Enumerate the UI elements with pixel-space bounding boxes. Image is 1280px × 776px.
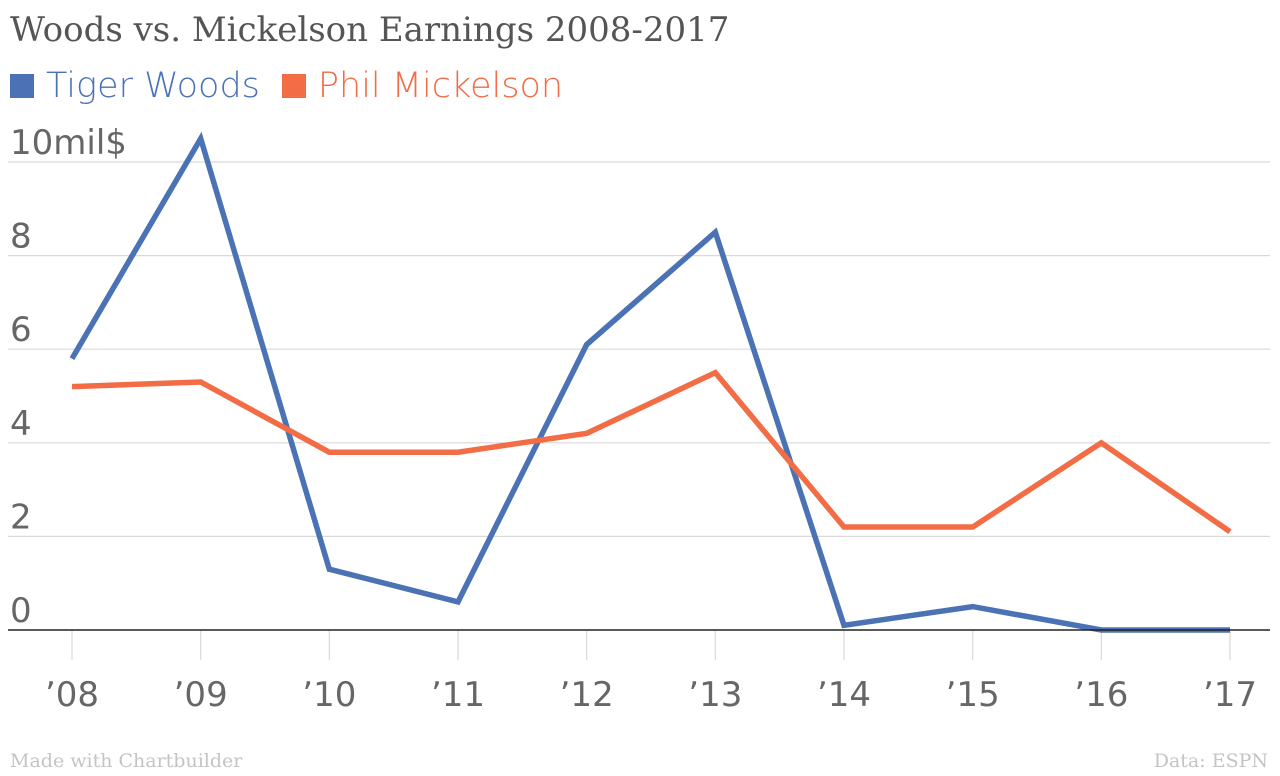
x-tick-label-3: ’11 [431, 675, 485, 715]
x-tick-label-6: ’14 [817, 675, 871, 715]
legend-item-phil-mickelson: Phil Mickelson [281, 66, 564, 106]
x-tick-label-0: ’08 [45, 675, 99, 715]
y-tick-label-10: 10mil$ [10, 123, 127, 163]
footer-source: Data: ESPN [1153, 750, 1268, 772]
series-line-tiger-woods [69, 131, 1230, 633]
x-tick-label-1: ’09 [174, 675, 228, 715]
legend-swatch-tiger-woods [10, 74, 34, 98]
legend-label-tiger-woods: Tiger Woods [46, 66, 260, 106]
x-tick-label-9: ’17 [1203, 675, 1257, 715]
x-tick-label-5: ’13 [688, 675, 742, 715]
legend-swatch-phil-mickelson [281, 74, 306, 98]
series-line-phil-mickelson [71, 369, 1232, 534]
x-tick-label-4: ’12 [560, 675, 614, 715]
x-tick-label-7: ’15 [946, 675, 1000, 715]
legend-label-phil-mickelson: Phil Mickelson [317, 66, 564, 106]
x-tick-label-2: ’10 [302, 675, 356, 715]
x-tick-label-8: ’16 [1074, 675, 1128, 715]
y-tick-label-4: 4 [10, 404, 32, 444]
footer-credit: Made with Chartbuilder [10, 750, 243, 772]
legend-item-tiger-woods: Tiger Woods [10, 66, 260, 106]
legend: Tiger Woods Phil Mickelson [10, 66, 585, 106]
y-tick-label-2: 2 [10, 497, 32, 537]
chart-title: Woods vs. Mickelson Earnings 2008-2017 [10, 10, 730, 50]
y-tick-label-0: 0 [10, 591, 32, 631]
y-tick-label-8: 8 [10, 217, 32, 257]
y-tick-label-6: 6 [10, 310, 32, 350]
